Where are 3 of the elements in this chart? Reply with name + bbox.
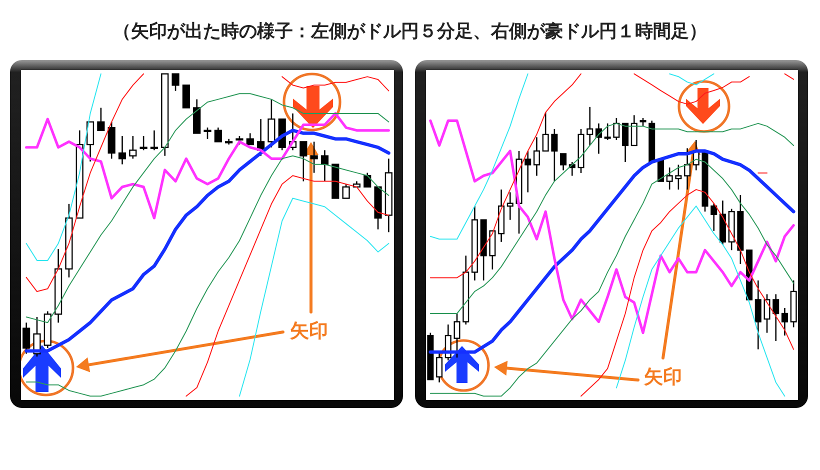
annotation: 矢印 [289, 320, 328, 342]
chart-title: （矢印が出た時の様子：左側がドル円５分足、右側が豪ドル円１時間足） [113, 21, 707, 42]
annotation: 矢印 [643, 366, 682, 388]
